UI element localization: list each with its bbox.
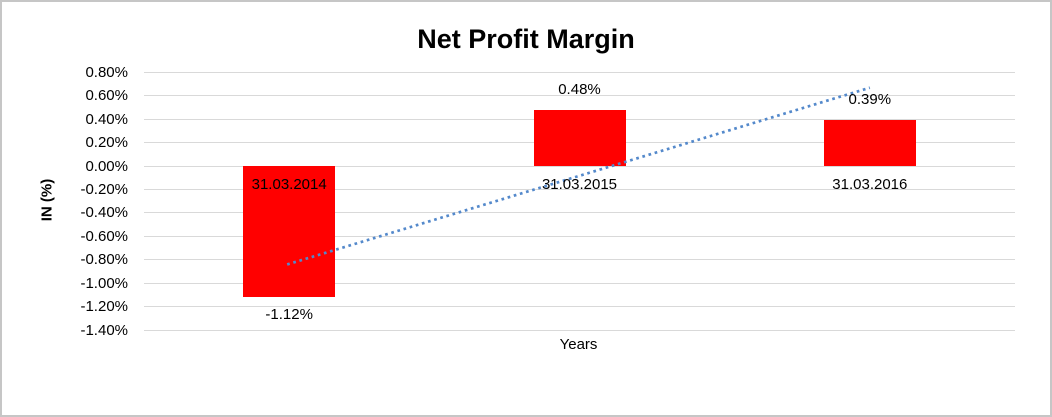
gridline bbox=[144, 282, 1015, 284]
y-tick-label: -1.00% bbox=[80, 274, 128, 292]
x-category-label: 31.03.2015 bbox=[541, 176, 618, 194]
y-tick-label: 0.20% bbox=[85, 134, 128, 152]
x-category-label: 31.03.2014 bbox=[251, 176, 327, 194]
y-tick-label: -1.40% bbox=[80, 321, 128, 339]
y-tick-label: -0.80% bbox=[80, 251, 128, 269]
y-tick-label: 0.60% bbox=[85, 87, 128, 105]
x-axis-title: Years bbox=[559, 336, 598, 353]
y-tick-label: 0.00% bbox=[85, 157, 128, 175]
gridline bbox=[144, 306, 1015, 308]
gridline bbox=[144, 329, 1015, 331]
y-tick-label: -0.20% bbox=[80, 181, 128, 199]
y-tick-label: -1.20% bbox=[80, 298, 128, 316]
y-tick-label: -0.40% bbox=[80, 204, 128, 222]
chart-title: Net Profit Margin bbox=[417, 24, 635, 54]
y-tick-label: 0.40% bbox=[85, 110, 128, 128]
x-category-label: 31.03.2016 bbox=[832, 176, 908, 194]
bar-value-label: 0.39% bbox=[848, 91, 892, 109]
bar-31.03.2015 bbox=[533, 109, 626, 167]
bar-value-label: 0.48% bbox=[558, 80, 601, 98]
y-tick-label: 0.80% bbox=[85, 64, 128, 81]
gridline bbox=[144, 72, 1015, 73]
bar-31.03.2016 bbox=[823, 120, 916, 167]
y-tick-label: -0.60% bbox=[80, 227, 128, 245]
bar-value-label: -1.12% bbox=[265, 306, 313, 324]
